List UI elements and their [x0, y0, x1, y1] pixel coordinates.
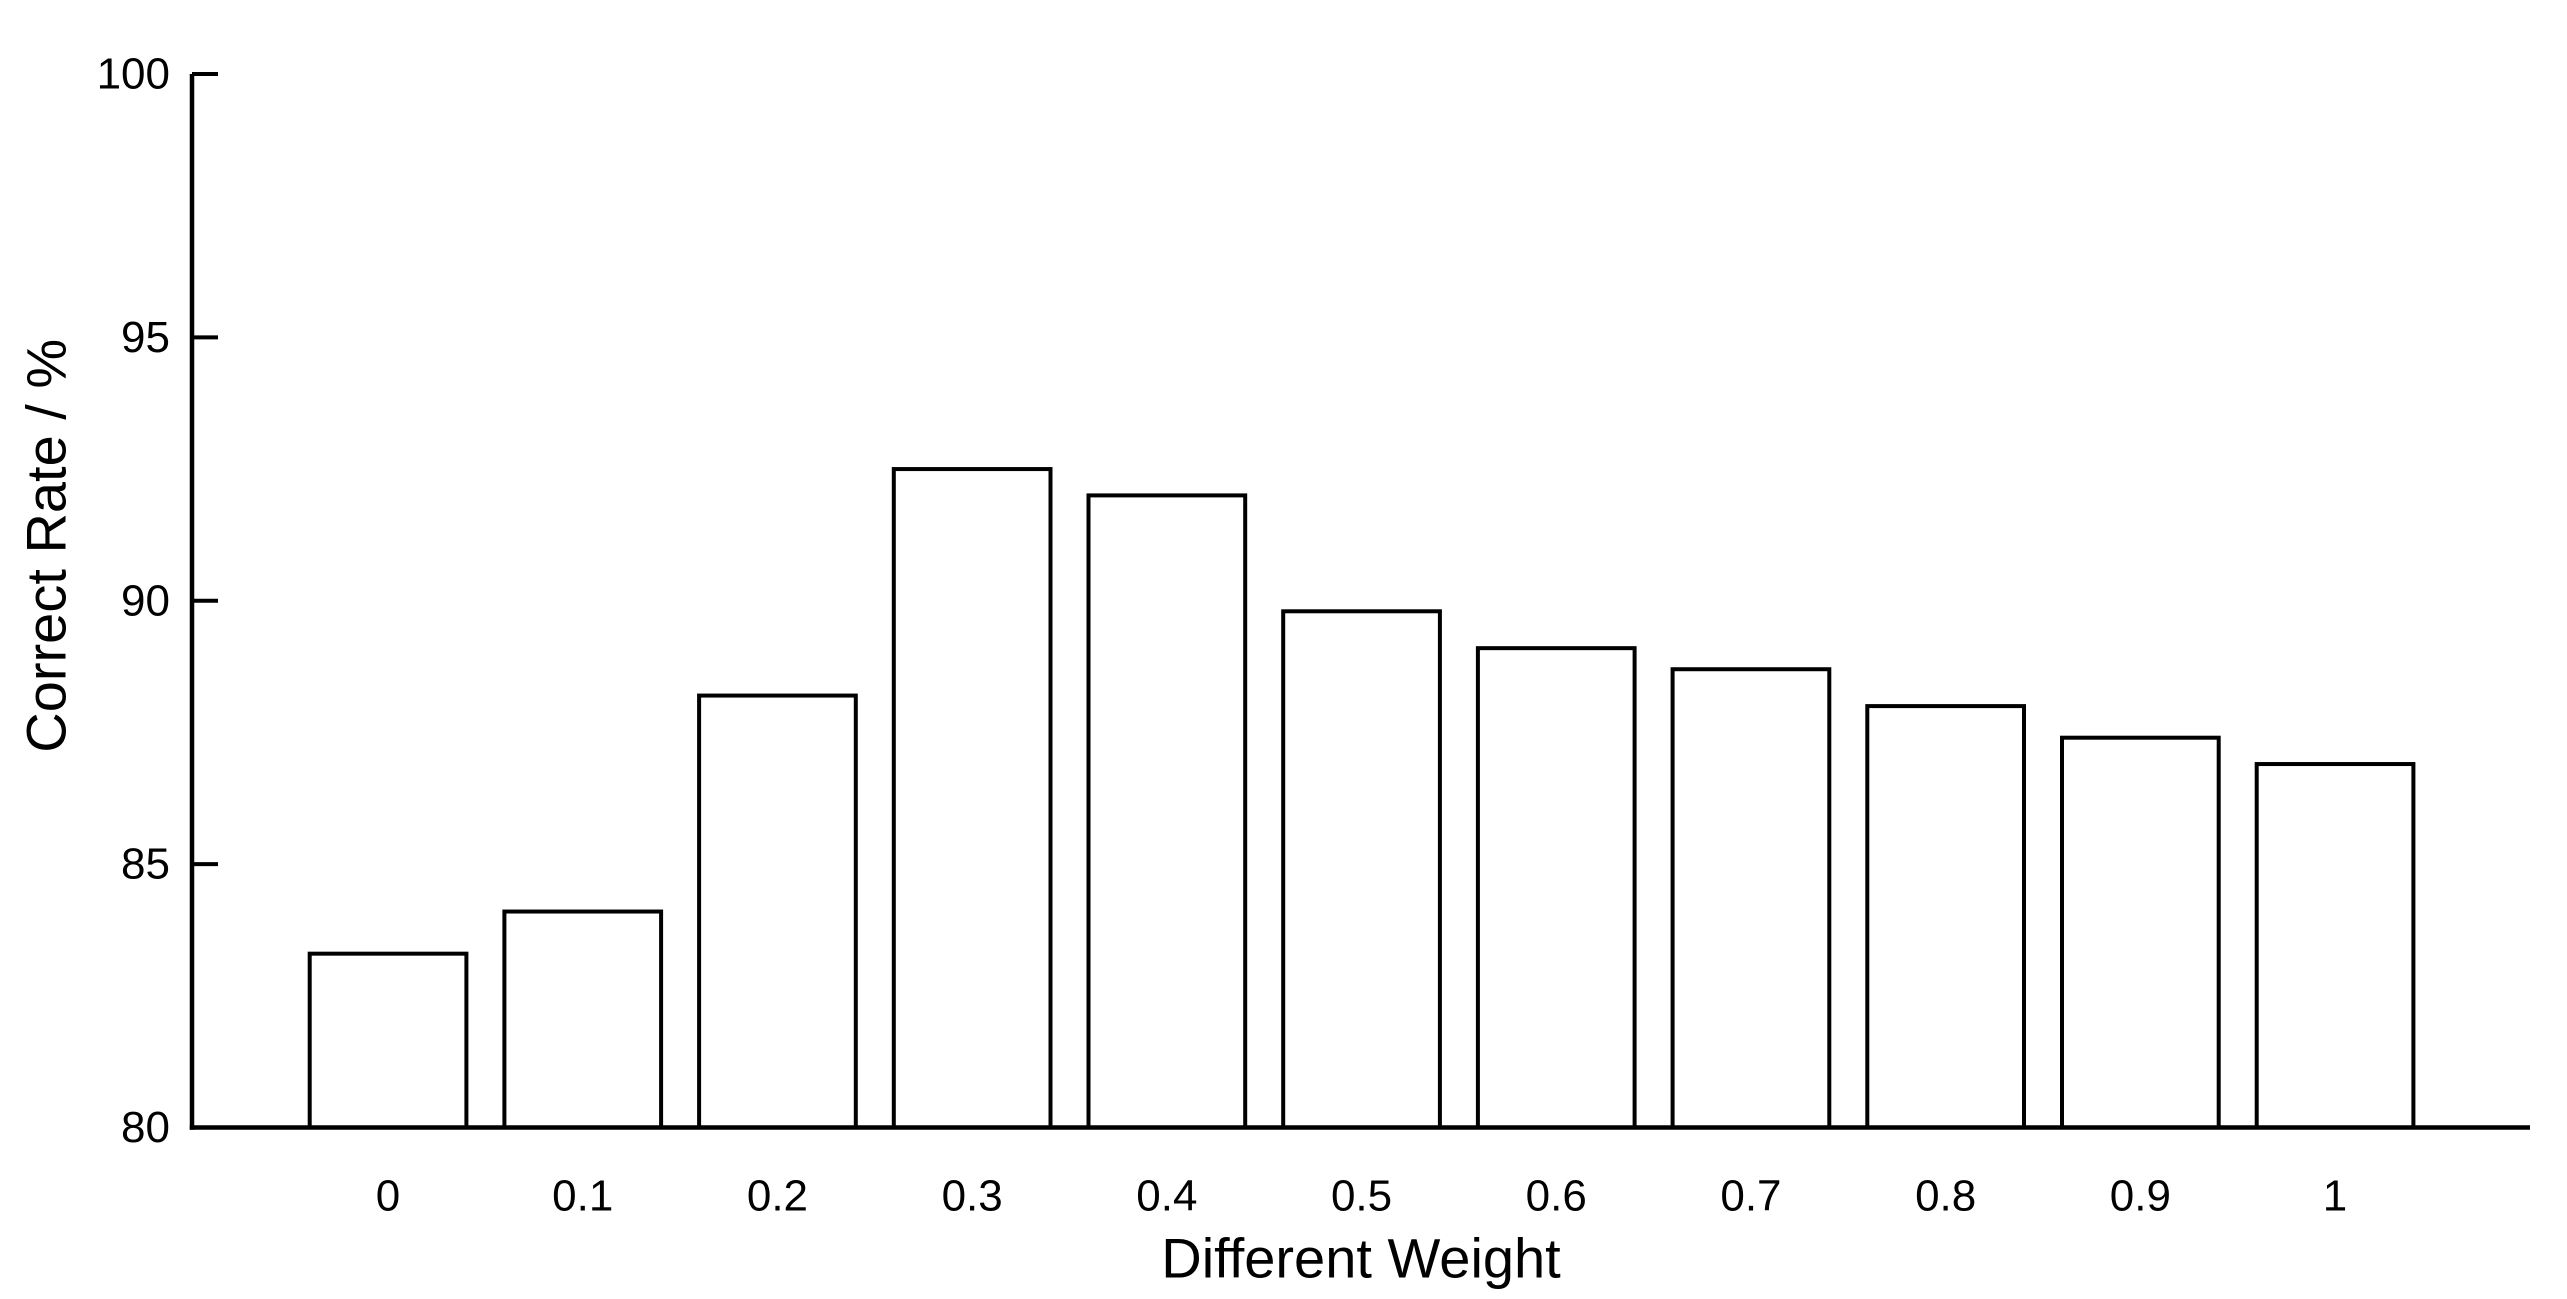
bar — [891, 467, 1053, 1130]
x-tick-label: 0.8 — [1915, 1172, 1976, 1221]
x-axis-title: Different Weight — [1161, 1227, 1561, 1290]
bar — [502, 909, 664, 1130]
bar — [1865, 704, 2027, 1130]
x-tick-label: 0.9 — [2110, 1172, 2171, 1221]
y-tick-label: 80 — [121, 1103, 170, 1152]
y-tick-label: 95 — [121, 313, 170, 362]
bar — [697, 693, 858, 1130]
x-tick-label: 0.4 — [1136, 1172, 1197, 1221]
x-tick-label: 0.6 — [1526, 1172, 1587, 1221]
bar — [2060, 735, 2221, 1130]
y-axis-title: Correct Rate / % — [15, 339, 78, 753]
x-tick-label: 0 — [376, 1172, 400, 1221]
bar — [2254, 762, 2416, 1130]
y-tick-label: 85 — [121, 840, 170, 889]
x-tick-label: 1 — [2323, 1172, 2347, 1221]
x-tick-label: 0.7 — [1720, 1172, 1781, 1221]
y-tick-label: 100 — [97, 50, 170, 99]
bar — [1086, 493, 1248, 1130]
y-tick-label: 90 — [121, 576, 170, 625]
bar — [1281, 609, 1442, 1130]
x-tick-label: 0.1 — [552, 1172, 613, 1221]
bar — [1670, 667, 1832, 1130]
x-tick-label: 0.3 — [942, 1172, 1003, 1221]
x-tick-label: 0.2 — [747, 1172, 808, 1221]
x-tick-label: 0.5 — [1331, 1172, 1392, 1221]
bar — [307, 951, 469, 1130]
bar — [1475, 646, 1637, 1130]
